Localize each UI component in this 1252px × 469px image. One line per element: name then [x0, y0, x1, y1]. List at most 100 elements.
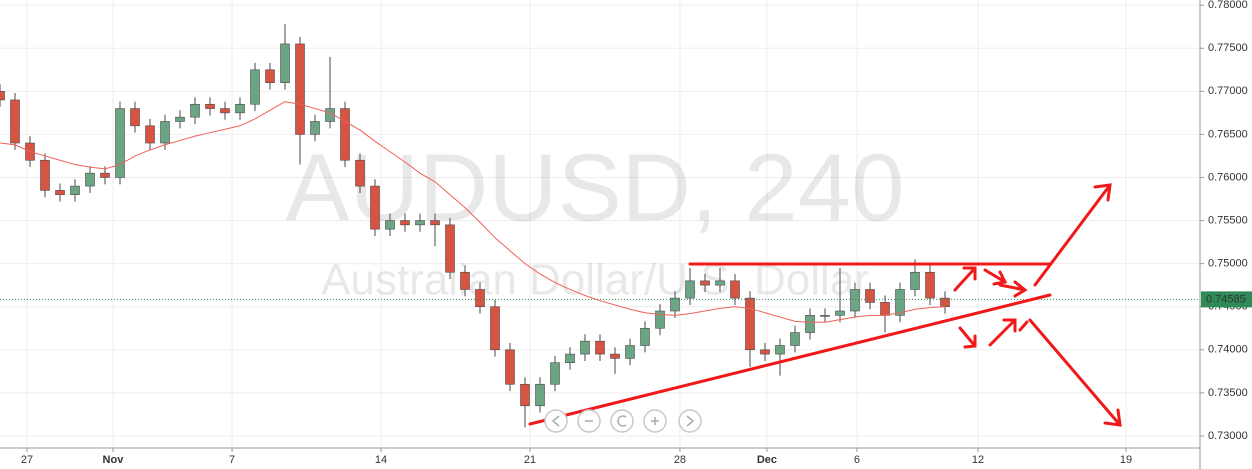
candle-body	[505, 349, 515, 385]
candle-body	[310, 121, 320, 135]
scroll-right-button[interactable]	[678, 409, 702, 433]
axes: 0.730000.735000.740000.745000.750000.755…	[21, 0, 1252, 466]
candle-body	[850, 289, 860, 312]
x-tick-label: 14	[375, 454, 387, 466]
candle-body	[85, 172, 95, 187]
candle-body	[355, 159, 365, 187]
y-tick-label: 0.73000	[1208, 430, 1248, 442]
x-tick-label: Dec	[757, 454, 777, 466]
arrow	[983, 268, 1008, 286]
candle-body	[910, 271, 920, 290]
candle-body	[895, 289, 905, 316]
candle-body	[55, 190, 65, 196]
candle-body	[595, 340, 605, 355]
y-tick-label: 0.78000	[1208, 0, 1248, 11]
candle-body	[370, 185, 380, 230]
arrow	[1033, 183, 1112, 287]
x-tick-label: 19	[1120, 454, 1132, 466]
candle-body	[805, 315, 815, 333]
y-tick-label: 0.76000	[1208, 171, 1248, 183]
candle-body	[520, 383, 530, 407]
drawings	[528, 183, 1122, 427]
candle-body	[865, 289, 875, 303]
arrow	[1028, 318, 1122, 427]
zoom-controls	[544, 409, 702, 433]
candle-body	[190, 103, 200, 118]
candle-body	[235, 103, 245, 114]
candle-body	[640, 327, 650, 346]
last-price-box	[1201, 291, 1252, 308]
support-line	[528, 293, 1052, 426]
reset-button[interactable]	[610, 409, 634, 433]
arrow	[998, 280, 1028, 298]
candle-body	[130, 108, 140, 127]
candle-body	[280, 43, 290, 84]
candle-body	[580, 340, 590, 355]
candle-body	[760, 349, 770, 355]
candle-body	[835, 310, 845, 316]
candle-body	[925, 271, 935, 299]
candle-body	[490, 306, 500, 351]
y-tick-label: 0.76500	[1208, 128, 1248, 140]
x-tick-label: 12	[972, 454, 984, 466]
moving-average	[0, 101, 946, 323]
candle-body	[550, 362, 560, 385]
candle-body	[625, 345, 635, 359]
candle-body	[415, 220, 425, 226]
candle-body	[10, 99, 20, 144]
candle-body	[730, 280, 740, 299]
candle-body	[40, 159, 50, 191]
y-tick-label: 0.75000	[1208, 258, 1248, 270]
candle-body	[535, 383, 545, 407]
candle-body	[265, 69, 275, 84]
x-tick-label: 6	[854, 454, 860, 466]
candle-body	[610, 353, 620, 359]
candle-body	[115, 108, 125, 178]
y-tick-label: 0.75500	[1208, 214, 1248, 226]
candle-body	[340, 108, 350, 161]
candle-body	[400, 220, 410, 226]
scroll-left-button[interactable]	[544, 409, 568, 433]
candle-body	[430, 220, 440, 226]
candle-body	[0, 91, 5, 101]
candle-body	[160, 121, 170, 144]
x-tick-label: 7	[229, 454, 235, 466]
y-tick-label: 0.73500	[1208, 387, 1248, 399]
candle-body	[220, 108, 230, 114]
arrow	[958, 326, 977, 349]
candle-body	[655, 310, 665, 329]
candle-body	[70, 185, 80, 196]
candle-body	[445, 224, 455, 273]
candle-body	[295, 43, 305, 135]
arrow	[988, 318, 1017, 347]
candle-body	[205, 103, 215, 109]
candle-body	[460, 271, 470, 290]
grid	[0, 0, 1200, 448]
candle-body	[715, 280, 725, 286]
candle-body	[100, 172, 110, 178]
candle-body	[385, 220, 395, 230]
candle-body	[790, 332, 800, 346]
x-tick-label: 28	[674, 454, 686, 466]
y-tick-label: 0.77500	[1208, 42, 1248, 54]
control-icons	[551, 415, 695, 427]
arrow	[1018, 320, 1029, 332]
arrow	[953, 266, 977, 292]
candle-body	[775, 345, 785, 355]
candle-body	[145, 125, 155, 144]
candle-body	[250, 69, 260, 105]
candle-body	[475, 289, 485, 308]
candle-body	[565, 353, 575, 364]
x-tick-label: 21	[524, 454, 536, 466]
x-tick-label: 27	[21, 454, 33, 466]
candle-body	[670, 297, 680, 312]
candle-body	[820, 315, 830, 317]
x-tick-label: Nov	[103, 454, 125, 466]
y-tick-label: 0.74000	[1208, 344, 1248, 356]
last-price-label: 0.74585	[1206, 293, 1246, 305]
candle-body	[685, 280, 695, 299]
candle-body	[175, 116, 185, 122]
candle-body	[880, 302, 890, 316]
